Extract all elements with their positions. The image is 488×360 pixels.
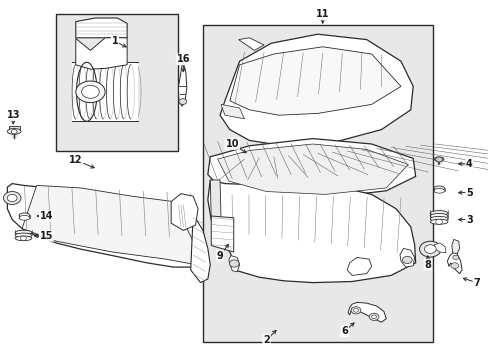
Polygon shape — [190, 214, 210, 283]
Polygon shape — [220, 34, 412, 146]
Ellipse shape — [7, 129, 21, 134]
Text: 7: 7 — [472, 278, 479, 288]
Circle shape — [350, 307, 360, 314]
Circle shape — [368, 313, 378, 320]
Circle shape — [229, 260, 239, 267]
Polygon shape — [207, 139, 415, 198]
Ellipse shape — [429, 219, 447, 224]
Polygon shape — [221, 104, 244, 119]
Ellipse shape — [429, 213, 447, 219]
Circle shape — [20, 236, 26, 240]
Polygon shape — [217, 144, 407, 194]
Circle shape — [371, 315, 376, 319]
Polygon shape — [229, 47, 400, 115]
Text: 4: 4 — [465, 159, 472, 169]
Circle shape — [179, 99, 186, 104]
Text: 3: 3 — [465, 215, 472, 225]
Circle shape — [419, 241, 440, 257]
Ellipse shape — [429, 216, 447, 221]
Circle shape — [353, 309, 358, 312]
Polygon shape — [7, 184, 205, 267]
Text: 15: 15 — [40, 231, 53, 241]
Text: 12: 12 — [69, 155, 82, 165]
Ellipse shape — [15, 236, 32, 240]
Text: 2: 2 — [263, 335, 269, 345]
Circle shape — [76, 81, 105, 103]
Text: 16: 16 — [176, 54, 190, 64]
Circle shape — [424, 245, 435, 253]
Circle shape — [402, 256, 411, 264]
Ellipse shape — [433, 157, 443, 161]
Text: 11: 11 — [315, 9, 329, 19]
Polygon shape — [76, 38, 127, 69]
Polygon shape — [399, 248, 414, 267]
Polygon shape — [238, 38, 264, 50]
Text: 10: 10 — [225, 139, 239, 149]
Text: 1: 1 — [111, 36, 118, 46]
Ellipse shape — [433, 189, 444, 193]
Circle shape — [81, 85, 99, 98]
Polygon shape — [447, 252, 461, 274]
Polygon shape — [211, 216, 233, 252]
Text: 9: 9 — [216, 251, 223, 261]
Ellipse shape — [19, 215, 30, 220]
Polygon shape — [346, 257, 371, 275]
Ellipse shape — [15, 233, 32, 238]
Text: 5: 5 — [465, 188, 472, 198]
Circle shape — [450, 263, 458, 269]
Polygon shape — [178, 61, 186, 106]
Polygon shape — [171, 194, 198, 230]
Polygon shape — [451, 239, 459, 254]
Circle shape — [3, 192, 21, 204]
Polygon shape — [347, 302, 386, 322]
Polygon shape — [433, 243, 445, 253]
Circle shape — [11, 130, 17, 134]
Polygon shape — [210, 180, 221, 238]
Ellipse shape — [19, 213, 30, 217]
Polygon shape — [72, 62, 138, 121]
Text: 6: 6 — [341, 326, 347, 336]
Circle shape — [435, 157, 442, 162]
Ellipse shape — [429, 211, 447, 216]
Text: 13: 13 — [6, 110, 20, 120]
Polygon shape — [76, 18, 127, 38]
Polygon shape — [9, 126, 20, 130]
Text: 14: 14 — [40, 211, 53, 221]
Polygon shape — [207, 180, 415, 283]
Circle shape — [7, 194, 17, 202]
Circle shape — [452, 255, 458, 260]
FancyBboxPatch shape — [203, 25, 432, 342]
FancyBboxPatch shape — [56, 14, 178, 151]
Polygon shape — [228, 256, 239, 272]
Ellipse shape — [15, 230, 32, 235]
Polygon shape — [22, 185, 203, 265]
Text: 8: 8 — [424, 260, 430, 270]
Ellipse shape — [433, 186, 444, 191]
Circle shape — [435, 219, 442, 224]
